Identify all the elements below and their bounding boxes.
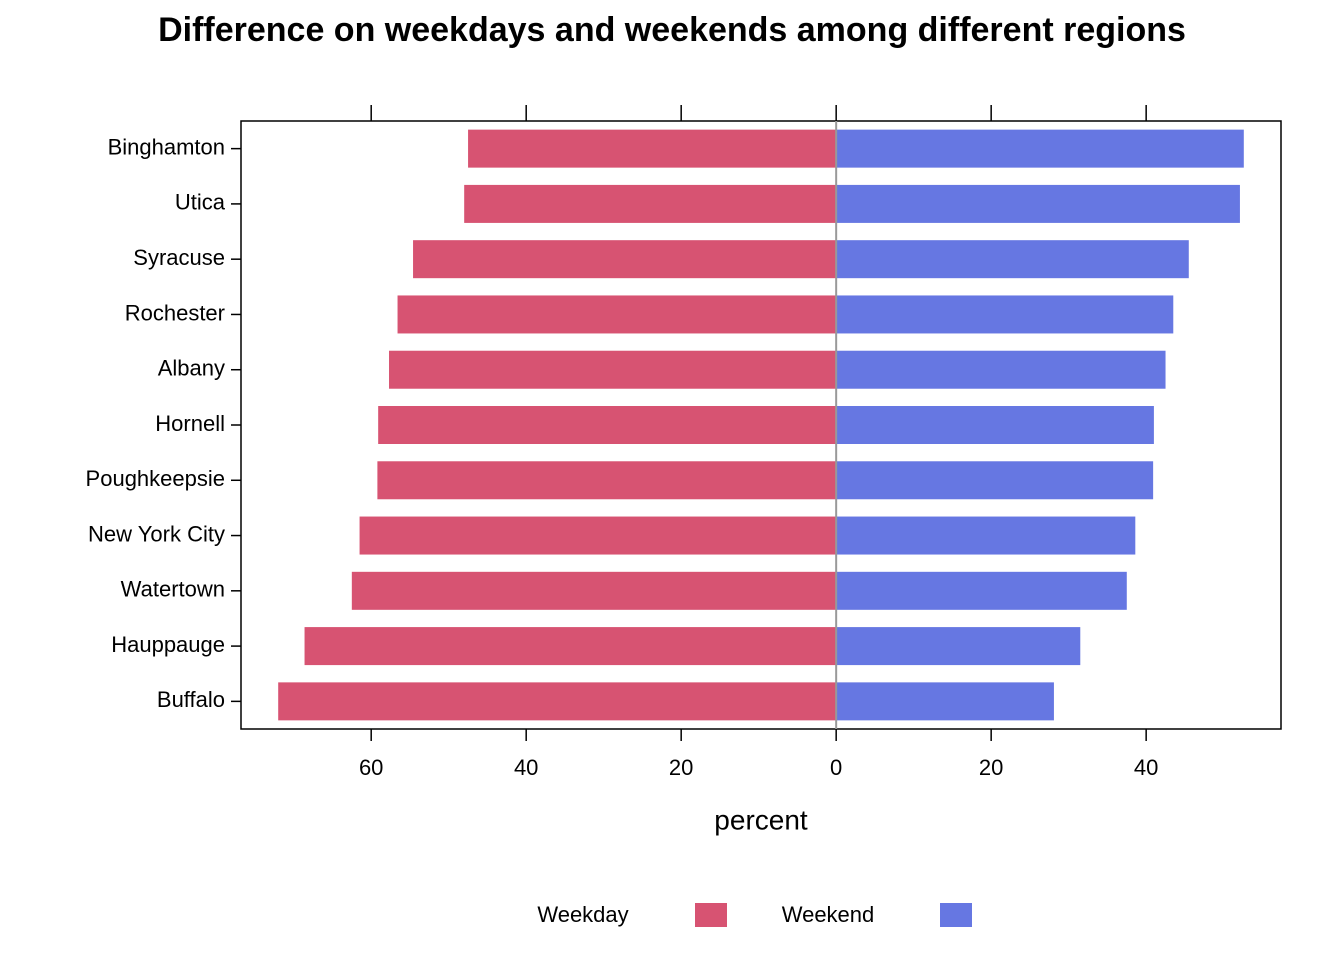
bar — [468, 129, 837, 168]
bar — [836, 184, 1240, 223]
bar — [836, 516, 1136, 555]
legend-label: Weekend — [782, 902, 875, 927]
bar — [397, 295, 837, 334]
legend-swatch — [695, 903, 727, 927]
bar — [278, 682, 837, 721]
bar — [836, 406, 1154, 444]
y-tick-label: Syracuse — [133, 245, 225, 270]
bar — [351, 571, 837, 610]
x-tick-label: 60 — [359, 755, 383, 780]
x-axis-label: percent — [714, 804, 808, 835]
bar — [359, 516, 837, 555]
x-tick-label: 20 — [979, 755, 1003, 780]
y-tick-label: Utica — [175, 190, 226, 215]
x-tick-label: 40 — [1134, 755, 1158, 780]
bar — [836, 627, 1081, 666]
bar — [389, 350, 837, 389]
x-tick-label: 40 — [514, 755, 538, 780]
bar — [378, 406, 837, 444]
y-tick-label: Hauppauge — [111, 632, 225, 657]
x-tick-label: 0 — [830, 755, 842, 780]
y-tick-label: Watertown — [121, 577, 225, 602]
chart-title: Difference on weekdays and weekends amon… — [158, 11, 1186, 49]
legend-swatch — [940, 903, 972, 927]
bar — [464, 184, 837, 223]
y-tick-label: Hornell — [155, 411, 225, 436]
bar — [836, 682, 1054, 721]
bar — [836, 571, 1127, 610]
bar — [836, 461, 1154, 500]
bar — [836, 129, 1244, 168]
y-tick-label: Poughkeepsie — [86, 466, 225, 491]
bar — [836, 240, 1189, 279]
y-tick-label: Binghamton — [108, 134, 225, 159]
bar — [377, 461, 837, 500]
y-tick-label: Rochester — [125, 300, 225, 325]
bar — [413, 240, 837, 279]
y-tick-label: New York City — [88, 521, 225, 546]
x-tick-label: 20 — [669, 755, 693, 780]
y-tick-label: Buffalo — [157, 687, 225, 712]
y-tick-label: Albany — [158, 356, 225, 381]
legend-label: Weekday — [537, 902, 628, 927]
bar — [304, 627, 837, 666]
bar — [836, 350, 1166, 389]
bar — [836, 295, 1174, 334]
